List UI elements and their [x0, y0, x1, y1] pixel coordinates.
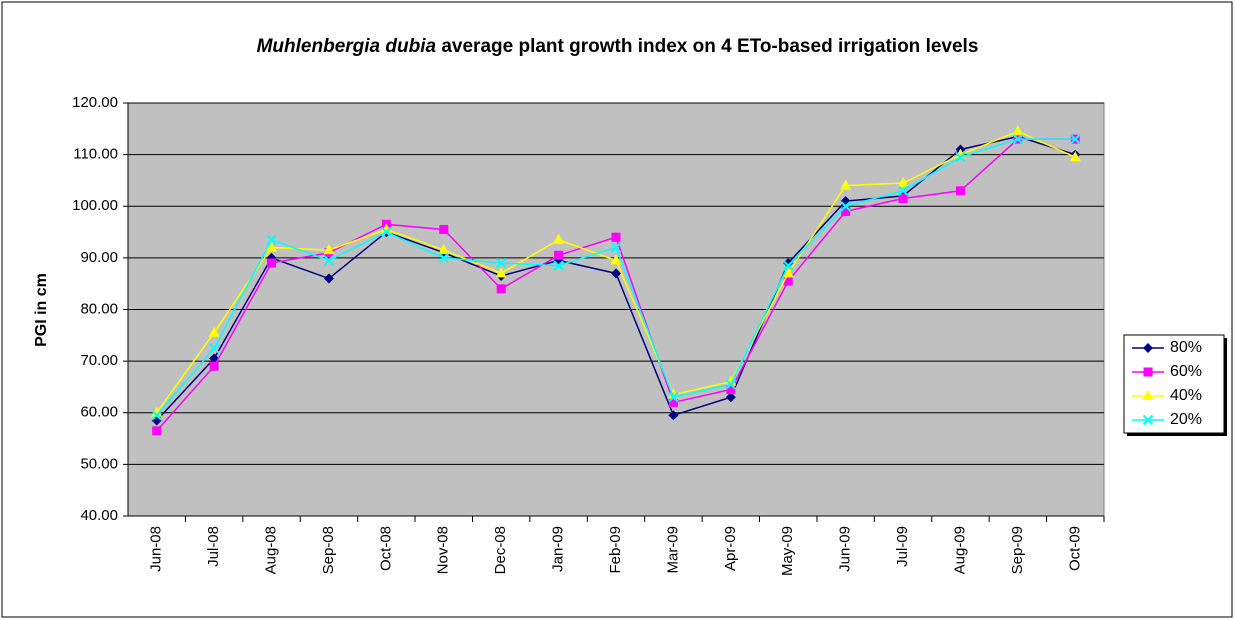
data-point	[610, 242, 622, 253]
data-point	[897, 177, 909, 188]
x-tick-label: May-09	[779, 526, 796, 576]
data-point	[495, 267, 507, 278]
data-point	[553, 260, 564, 271]
data-point	[323, 244, 335, 255]
y-tick-label: 70.00	[80, 352, 118, 369]
x-tick-label: Nov-08	[435, 526, 452, 574]
data-point	[725, 375, 737, 386]
data-point	[151, 406, 163, 417]
data-point	[1070, 133, 1081, 145]
data-point	[955, 151, 966, 163]
legend-marker	[1142, 390, 1154, 400]
data-point	[782, 267, 794, 278]
data-point	[209, 361, 219, 371]
x-tick-label: Jun-09	[837, 526, 854, 572]
data-point	[725, 392, 736, 403]
legend-label: 20%	[1170, 411, 1202, 428]
data-point	[438, 244, 450, 255]
title-rest: average plant growth index on 4 ETo-base…	[441, 36, 979, 57]
data-point	[380, 223, 392, 234]
data-point	[323, 255, 335, 266]
x-tick-label: Dec-08	[492, 526, 509, 574]
x-tick-label: Aug-09	[951, 526, 968, 574]
y-tick-label: 90.00	[80, 249, 118, 266]
data-point	[208, 343, 220, 354]
x-tick-label: Oct-09	[1066, 526, 1083, 571]
x-tick-label: Sep-08	[320, 526, 337, 574]
data-point	[841, 206, 851, 216]
y-tick-label: 110.00	[73, 146, 118, 163]
data-point	[381, 226, 392, 238]
x-tick-label: Jul-09	[894, 526, 911, 567]
legend	[1123, 334, 1225, 434]
legend-marker	[1142, 414, 1154, 426]
data-point	[266, 241, 278, 252]
data-point	[725, 379, 737, 390]
data-point	[152, 426, 162, 436]
legend-label: 80%	[1170, 339, 1202, 356]
legend-marker	[1143, 343, 1153, 353]
x-tick-label: Jul-08	[205, 526, 222, 567]
title-italic: Muhlenbergia dubia	[256, 36, 437, 57]
data-point	[783, 260, 794, 271]
data-point	[1012, 133, 1024, 145]
data-point	[439, 224, 449, 234]
data-point	[611, 268, 621, 279]
x-tick-label: Oct-08	[377, 526, 394, 571]
y-tick-label: 40.00	[80, 507, 118, 524]
data-point	[438, 252, 449, 264]
data-point	[726, 385, 736, 395]
x-tick-label: Aug-08	[262, 526, 279, 574]
data-point	[553, 233, 565, 244]
data-point	[611, 232, 621, 242]
x-tick-label: Jun-08	[148, 526, 165, 572]
data-point	[496, 284, 506, 294]
data-point	[208, 326, 220, 337]
data-point	[323, 273, 334, 284]
x-tick-label: Sep-09	[1009, 526, 1026, 574]
x-tick-label: Feb-09	[607, 526, 624, 574]
y-axis-label: PGI in cm	[33, 273, 50, 347]
legend-label: 40%	[1170, 387, 1202, 404]
data-point	[898, 194, 908, 204]
y-tick-label: 60.00	[80, 404, 118, 421]
data-point	[783, 258, 794, 269]
x-tick-label: Jan-09	[550, 526, 567, 572]
data-point	[495, 257, 507, 269]
data-point	[840, 179, 852, 190]
data-point	[668, 392, 679, 403]
data-point	[610, 254, 622, 265]
x-tick-label: Mar-09	[664, 526, 681, 574]
legend-label: 60%	[1170, 363, 1202, 380]
data-point	[897, 185, 909, 196]
data-point	[783, 276, 793, 286]
data-point	[1012, 125, 1024, 136]
data-point	[554, 250, 564, 260]
data-point	[840, 201, 851, 212]
y-tick-label: 120.00	[72, 94, 118, 111]
data-point	[1069, 151, 1081, 162]
data-point	[266, 234, 277, 246]
data-point	[955, 186, 965, 196]
data-point	[151, 410, 162, 421]
data-point	[668, 397, 678, 407]
x-tick-label: Apr-09	[722, 526, 739, 571]
legend-marker	[1143, 367, 1153, 377]
y-tick-label: 100.00	[72, 197, 118, 214]
data-point	[668, 410, 679, 421]
data-point	[267, 258, 277, 268]
chart-title: Muhlenbergia dubia average plant growth …	[140, 34, 1095, 59]
y-tick-label: 80.00	[80, 300, 118, 317]
y-tick-label: 50.00	[80, 455, 118, 472]
